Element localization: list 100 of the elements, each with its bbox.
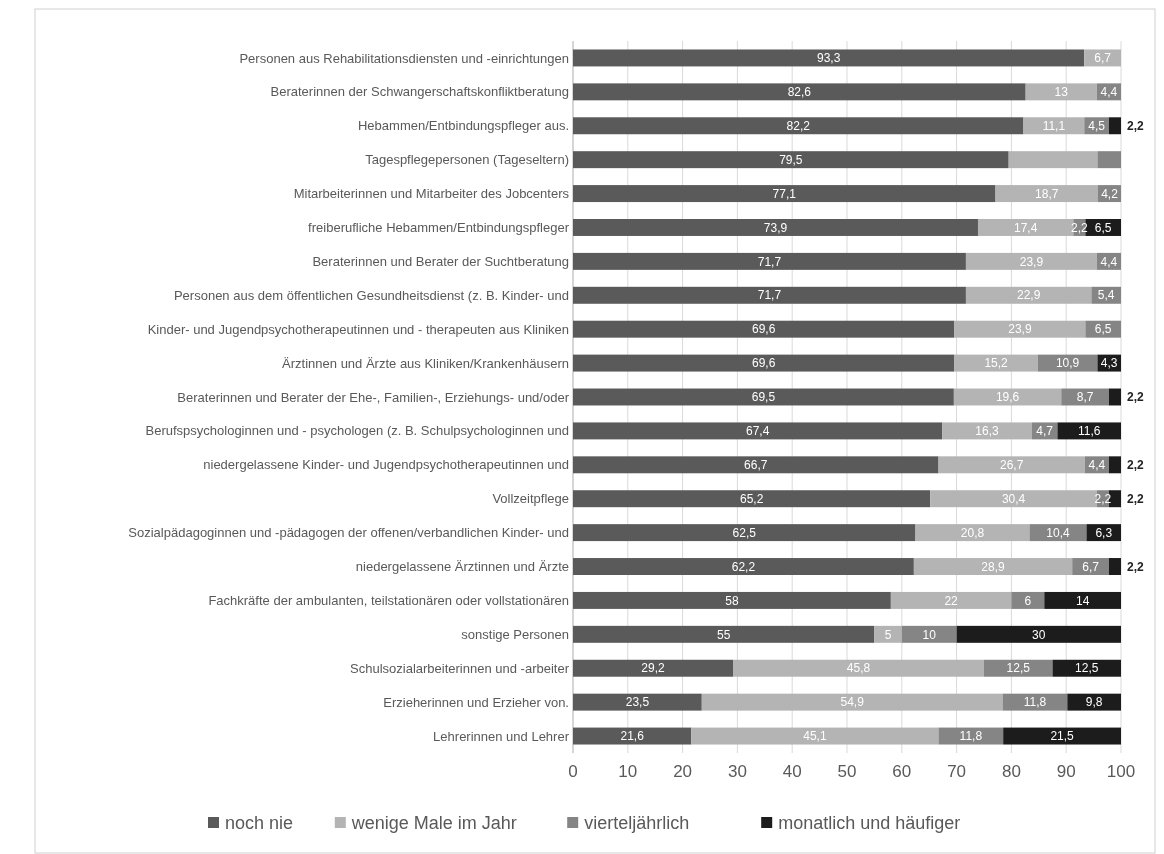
- data-label: 6,7: [1094, 51, 1112, 66]
- bar: [573, 659, 734, 677]
- data-label: 4,2: [1101, 186, 1119, 201]
- data-label: 20,8: [960, 525, 985, 540]
- bar: [573, 49, 1085, 67]
- x-tick-label: 100: [1106, 762, 1136, 781]
- data-label: 22,9: [1016, 288, 1041, 303]
- x-tick-label: 20: [673, 762, 693, 781]
- data-label: 66,7: [744, 458, 768, 473]
- y-tick-label: Fachkräfte der ambulanten, teilstationären oder vollstationären: [208, 592, 569, 608]
- data-label: 8,7: [1076, 390, 1094, 405]
- bar: [1097, 151, 1121, 169]
- x-tick-label: 50: [837, 762, 857, 781]
- data-label: 67,4: [746, 424, 770, 439]
- data-label: 11,6: [1077, 424, 1101, 439]
- bar: [1023, 117, 1085, 135]
- bar: [1057, 422, 1121, 440]
- data-label: 10,4: [1046, 525, 1070, 540]
- data-label: 45,1: [803, 729, 827, 744]
- bar: [1108, 388, 1121, 406]
- bar: [1108, 558, 1121, 575]
- data-label: 54,9: [840, 695, 865, 710]
- bar: [1011, 591, 1045, 609]
- data-label: 69,6: [752, 322, 776, 337]
- data-label: 19,6: [995, 390, 1020, 405]
- bar: [938, 456, 1085, 474]
- bar: [573, 320, 955, 338]
- bar: [930, 490, 1097, 508]
- bar: [573, 354, 955, 372]
- data-label: 4,5: [1088, 118, 1106, 133]
- y-tick-label: Beraterinnen und Berater der Ehe-, Familien-, Erziehungs- und/oder: [177, 389, 570, 405]
- data-label: 65,2: [739, 491, 764, 506]
- bar: [956, 625, 1121, 643]
- data-label: 26,7: [999, 458, 1024, 473]
- bar: [915, 524, 1030, 542]
- data-label: 6,7: [1082, 559, 1100, 574]
- bar: [573, 625, 875, 643]
- data-label: 18,7: [1035, 186, 1059, 201]
- data-label: 15,2: [984, 356, 1009, 371]
- y-tick-label: Lehrerinnen und Lehrer: [433, 728, 570, 744]
- bar: [1052, 659, 1121, 677]
- y-tick-label: Erzieherinnen und Erzieher von.: [383, 694, 569, 710]
- data-label: 69,5: [751, 390, 776, 405]
- data-label: 12,5: [1075, 661, 1099, 676]
- data-label: 73,9: [763, 220, 788, 235]
- bar: [573, 456, 939, 474]
- bar: [573, 524, 916, 542]
- x-tick-label: 30: [727, 762, 747, 781]
- legend-label: monatlich und häufiger: [778, 813, 961, 834]
- data-label: 13: [1054, 85, 1069, 100]
- data-label: 4,3: [1100, 356, 1118, 371]
- y-tick-label: sonstige Personen: [461, 626, 569, 642]
- data-label: 14: [1075, 593, 1090, 608]
- bar: [573, 151, 1009, 169]
- data-label: 23,9: [1008, 322, 1032, 337]
- data-label: 11,1: [1042, 118, 1066, 133]
- bar: [573, 388, 954, 406]
- y-tick-label: Tagespflegepersonen (Tageseltern): [365, 152, 569, 168]
- data-label: 10,9: [1055, 356, 1080, 371]
- data-label: 2,2: [1127, 491, 1145, 506]
- y-tick-label: Ärztinnen und Ärzte aus Kliniken/Krankenhäusern: [282, 355, 569, 371]
- data-label: 4,7: [1036, 424, 1054, 439]
- data-label: 4,4: [1088, 458, 1106, 473]
- bar: [1025, 83, 1097, 101]
- bar: [573, 252, 966, 270]
- bar: [1003, 727, 1121, 745]
- bar: [1108, 456, 1121, 474]
- data-label: 21,6: [620, 729, 645, 744]
- data-label: 82,2: [786, 118, 811, 133]
- data-label: 12,5: [1006, 661, 1031, 676]
- bar: [1108, 117, 1121, 135]
- x-tick-label: 80: [1001, 762, 1021, 781]
- bar: [573, 693, 702, 711]
- y-tick-label: Beraterinnen der Schwangerschaftskonfliktberatung: [270, 84, 569, 100]
- bar: [890, 591, 1012, 609]
- y-tick-label: Hebammen/Entbindungspfleger aus.: [357, 118, 569, 134]
- bar: [1008, 151, 1098, 169]
- legend-label: vierteljährlich: [584, 813, 690, 834]
- data-label: 16,3: [975, 424, 1000, 439]
- bar: [573, 286, 966, 304]
- data-label: 45,8: [846, 661, 871, 676]
- data-label: 10: [922, 627, 937, 642]
- bar: [954, 354, 1038, 372]
- data-label: 79,5: [779, 152, 803, 167]
- bar: [1067, 693, 1121, 711]
- y-tick-label: Berufspsychologinnen und - psychologen (z. B. Schulpsychologinnen und: [145, 423, 569, 439]
- bar: [995, 185, 1098, 203]
- data-label: 2,2: [1127, 458, 1145, 473]
- y-tick-label: Kinder- und Jugendpsychotherapeutinnen und - therapeuten aus Kliniken: [147, 321, 569, 337]
- data-label: 29,2: [641, 661, 666, 676]
- data-label: 22: [944, 593, 959, 608]
- y-tick-label: Beraterinnen und Berater der Suchtberatung: [312, 253, 569, 269]
- data-label: 2,2: [1127, 390, 1145, 405]
- data-label: 2,2: [1127, 559, 1145, 574]
- data-label: 62,5: [732, 525, 757, 540]
- bar: [573, 219, 978, 236]
- bar: [573, 490, 931, 508]
- y-tick-label: freiberufliche Hebammen/Entbindungspfleger: [308, 220, 570, 236]
- data-label: 69,6: [752, 356, 776, 371]
- data-label: 28,9: [981, 559, 1006, 574]
